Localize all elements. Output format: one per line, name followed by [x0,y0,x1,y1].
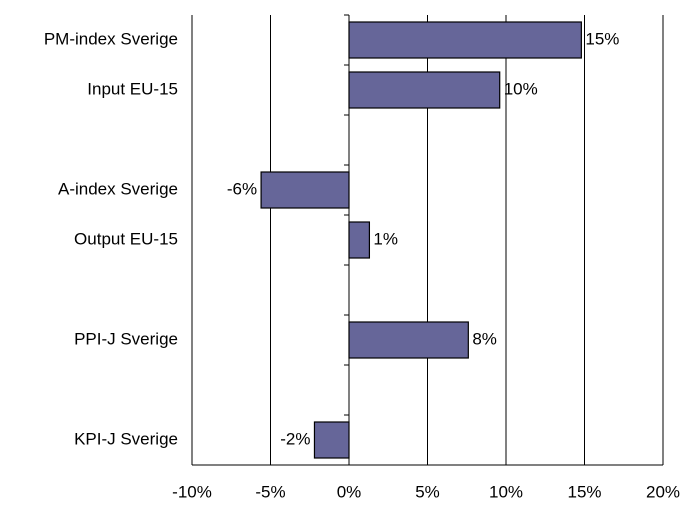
x-tick-label: 5% [415,482,440,501]
bar [348,71,501,109]
x-tick-label: 10% [489,482,523,501]
x-tick-label: 20% [646,482,680,501]
x-tick-label: 0% [337,482,362,501]
value-label: 8% [472,329,497,348]
value-label: 1% [373,229,398,248]
value-label: -6% [227,179,257,198]
y-tick-label: A-index Sverige [58,179,178,198]
y-tick-label: PPI-J Sverige [74,329,178,348]
bar [348,221,371,259]
bar [348,321,469,359]
value-label: 10% [504,79,538,98]
y-tick-label: Output EU-15 [74,229,178,248]
y-tick-label: KPI-J Sverige [74,429,178,448]
value-label: 15% [585,29,619,48]
value-label: -2% [280,429,310,448]
x-tick-label: -5% [255,482,285,501]
y-tick-label: PM-index Sverige [44,29,178,48]
bar [313,421,350,459]
x-tick-label: -10% [172,482,212,501]
bar [260,171,350,209]
y-tick-label: Input EU-15 [87,79,178,98]
x-tick-label: 15% [567,482,601,501]
bar [348,21,582,59]
